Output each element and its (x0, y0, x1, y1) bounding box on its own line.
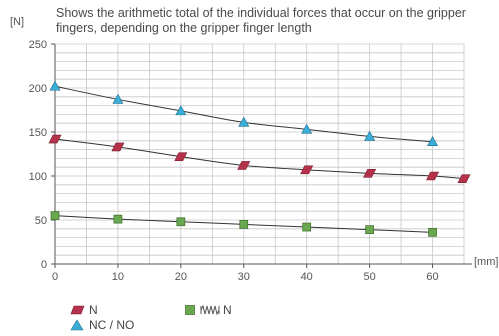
x-tick-label: 30 (238, 271, 250, 283)
chart-title: Shows the arithmetic total of the indivi… (56, 6, 466, 35)
data-point-square (50, 211, 60, 220)
data-point-square (239, 220, 249, 229)
x-tick-label: 0 (52, 271, 58, 283)
legend-group-left: N NC / NO (70, 302, 134, 332)
data-point-triangle (112, 93, 124, 104)
y-tick-label: 100 (29, 171, 47, 183)
legend-item-n: N (70, 302, 134, 317)
data-point-square (365, 225, 374, 235)
series-lines (54, 85, 465, 233)
x-tick-label: 60 (426, 271, 438, 283)
data-point-triangle (427, 136, 439, 146)
data-point-parallelogram (426, 171, 440, 181)
data-point-triangle (364, 130, 376, 141)
spring-icon (200, 304, 220, 315)
grid (55, 43, 465, 264)
data-point-parallelogram (111, 142, 125, 152)
data-point-parallelogram (457, 174, 471, 183)
tick-labels: 0 50 100 150 200 250 0 10 20 30 40 50 60 (29, 39, 439, 283)
y-tick-label: 200 (29, 83, 47, 95)
series-line-1 (54, 138, 465, 180)
y-tick-label: 50 (35, 215, 47, 227)
y-tick-label: 150 (29, 127, 47, 139)
series-markers (48, 80, 471, 237)
data-point-square (302, 222, 312, 232)
x-tick-label: 20 (175, 271, 187, 283)
x-tick-label: 40 (301, 271, 313, 283)
data-point-square (176, 217, 186, 227)
data-point-parallelogram (300, 165, 314, 175)
y-tick-label: 0 (41, 259, 47, 271)
data-point-parallelogram (237, 161, 251, 170)
x-tick-label: 10 (112, 271, 124, 283)
legend-item-spring-n: N (184, 302, 232, 317)
legend-label-spring-n: N (223, 302, 232, 317)
axes (51, 43, 472, 268)
data-point-triangle (238, 116, 250, 127)
data-point-triangle (175, 105, 187, 116)
data-point-triangle (301, 123, 313, 134)
legend-swatch-parallelogram (70, 305, 85, 314)
data-point-square (428, 227, 437, 237)
legend-item-nc-no: NC / NO (70, 317, 134, 332)
legend-label-nc-no: NC / NO (89, 317, 135, 332)
data-point-triangle (49, 80, 61, 91)
data-point-parallelogram (174, 152, 188, 161)
legend-group-right: N (184, 302, 232, 317)
legend-swatch-triangle (70, 318, 84, 330)
x-axis-unit: [mm] (474, 256, 498, 268)
data-point-parallelogram (363, 169, 377, 178)
legend-label-n: N (89, 302, 98, 317)
data-point-square (113, 214, 123, 224)
y-tick-label: 250 (29, 39, 47, 51)
y-axis-unit: [N] (10, 16, 25, 28)
x-tick-label: 50 (363, 271, 375, 283)
legend-swatch-square (185, 304, 195, 315)
data-point-parallelogram (48, 134, 62, 144)
